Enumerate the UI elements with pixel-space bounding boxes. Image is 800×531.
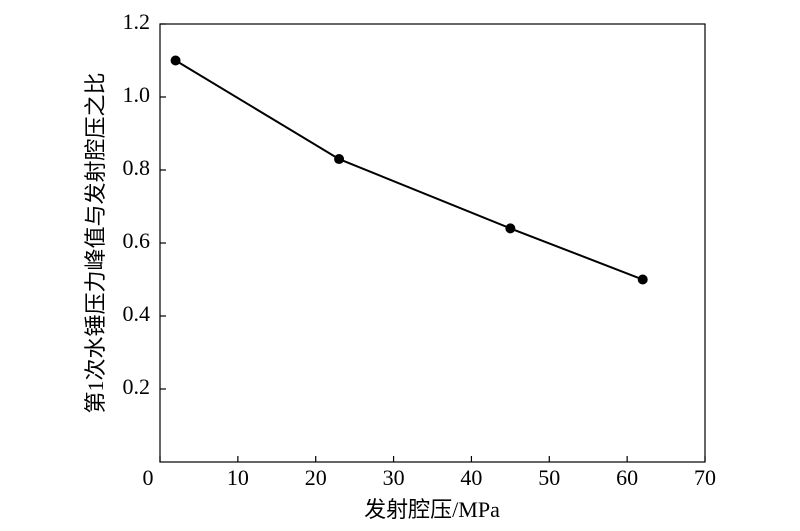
x-tick-label: 40: [460, 465, 482, 490]
y-tick-label: 0.4: [123, 301, 151, 326]
y-tick-label: 0.6: [123, 228, 151, 253]
x-tick-label: 50: [538, 465, 560, 490]
y-tick-label: 1.2: [123, 9, 151, 34]
data-point: [505, 223, 516, 234]
x-tick-label: 0: [143, 465, 154, 490]
series-line: [175, 59, 644, 281]
y-tick-label: 1.0: [123, 82, 151, 107]
data-point: [170, 55, 181, 66]
y-tick-label: 0.2: [123, 374, 151, 399]
x-tick-label: 60: [616, 465, 638, 490]
y-axis-label: 第1次水锤压力峰值与发射腔压之比: [83, 72, 108, 413]
x-tick-label: 10: [227, 465, 249, 490]
x-tick-label: 30: [383, 465, 405, 490]
data-point: [334, 154, 345, 165]
x-axis-label: 发射腔压/MPa: [364, 497, 500, 522]
y-tick-label: 0.8: [123, 155, 151, 180]
x-tick-label: 20: [305, 465, 327, 490]
plot-frame: [159, 23, 706, 463]
x-tick-label: 70: [694, 465, 716, 490]
data-point: [637, 274, 648, 285]
